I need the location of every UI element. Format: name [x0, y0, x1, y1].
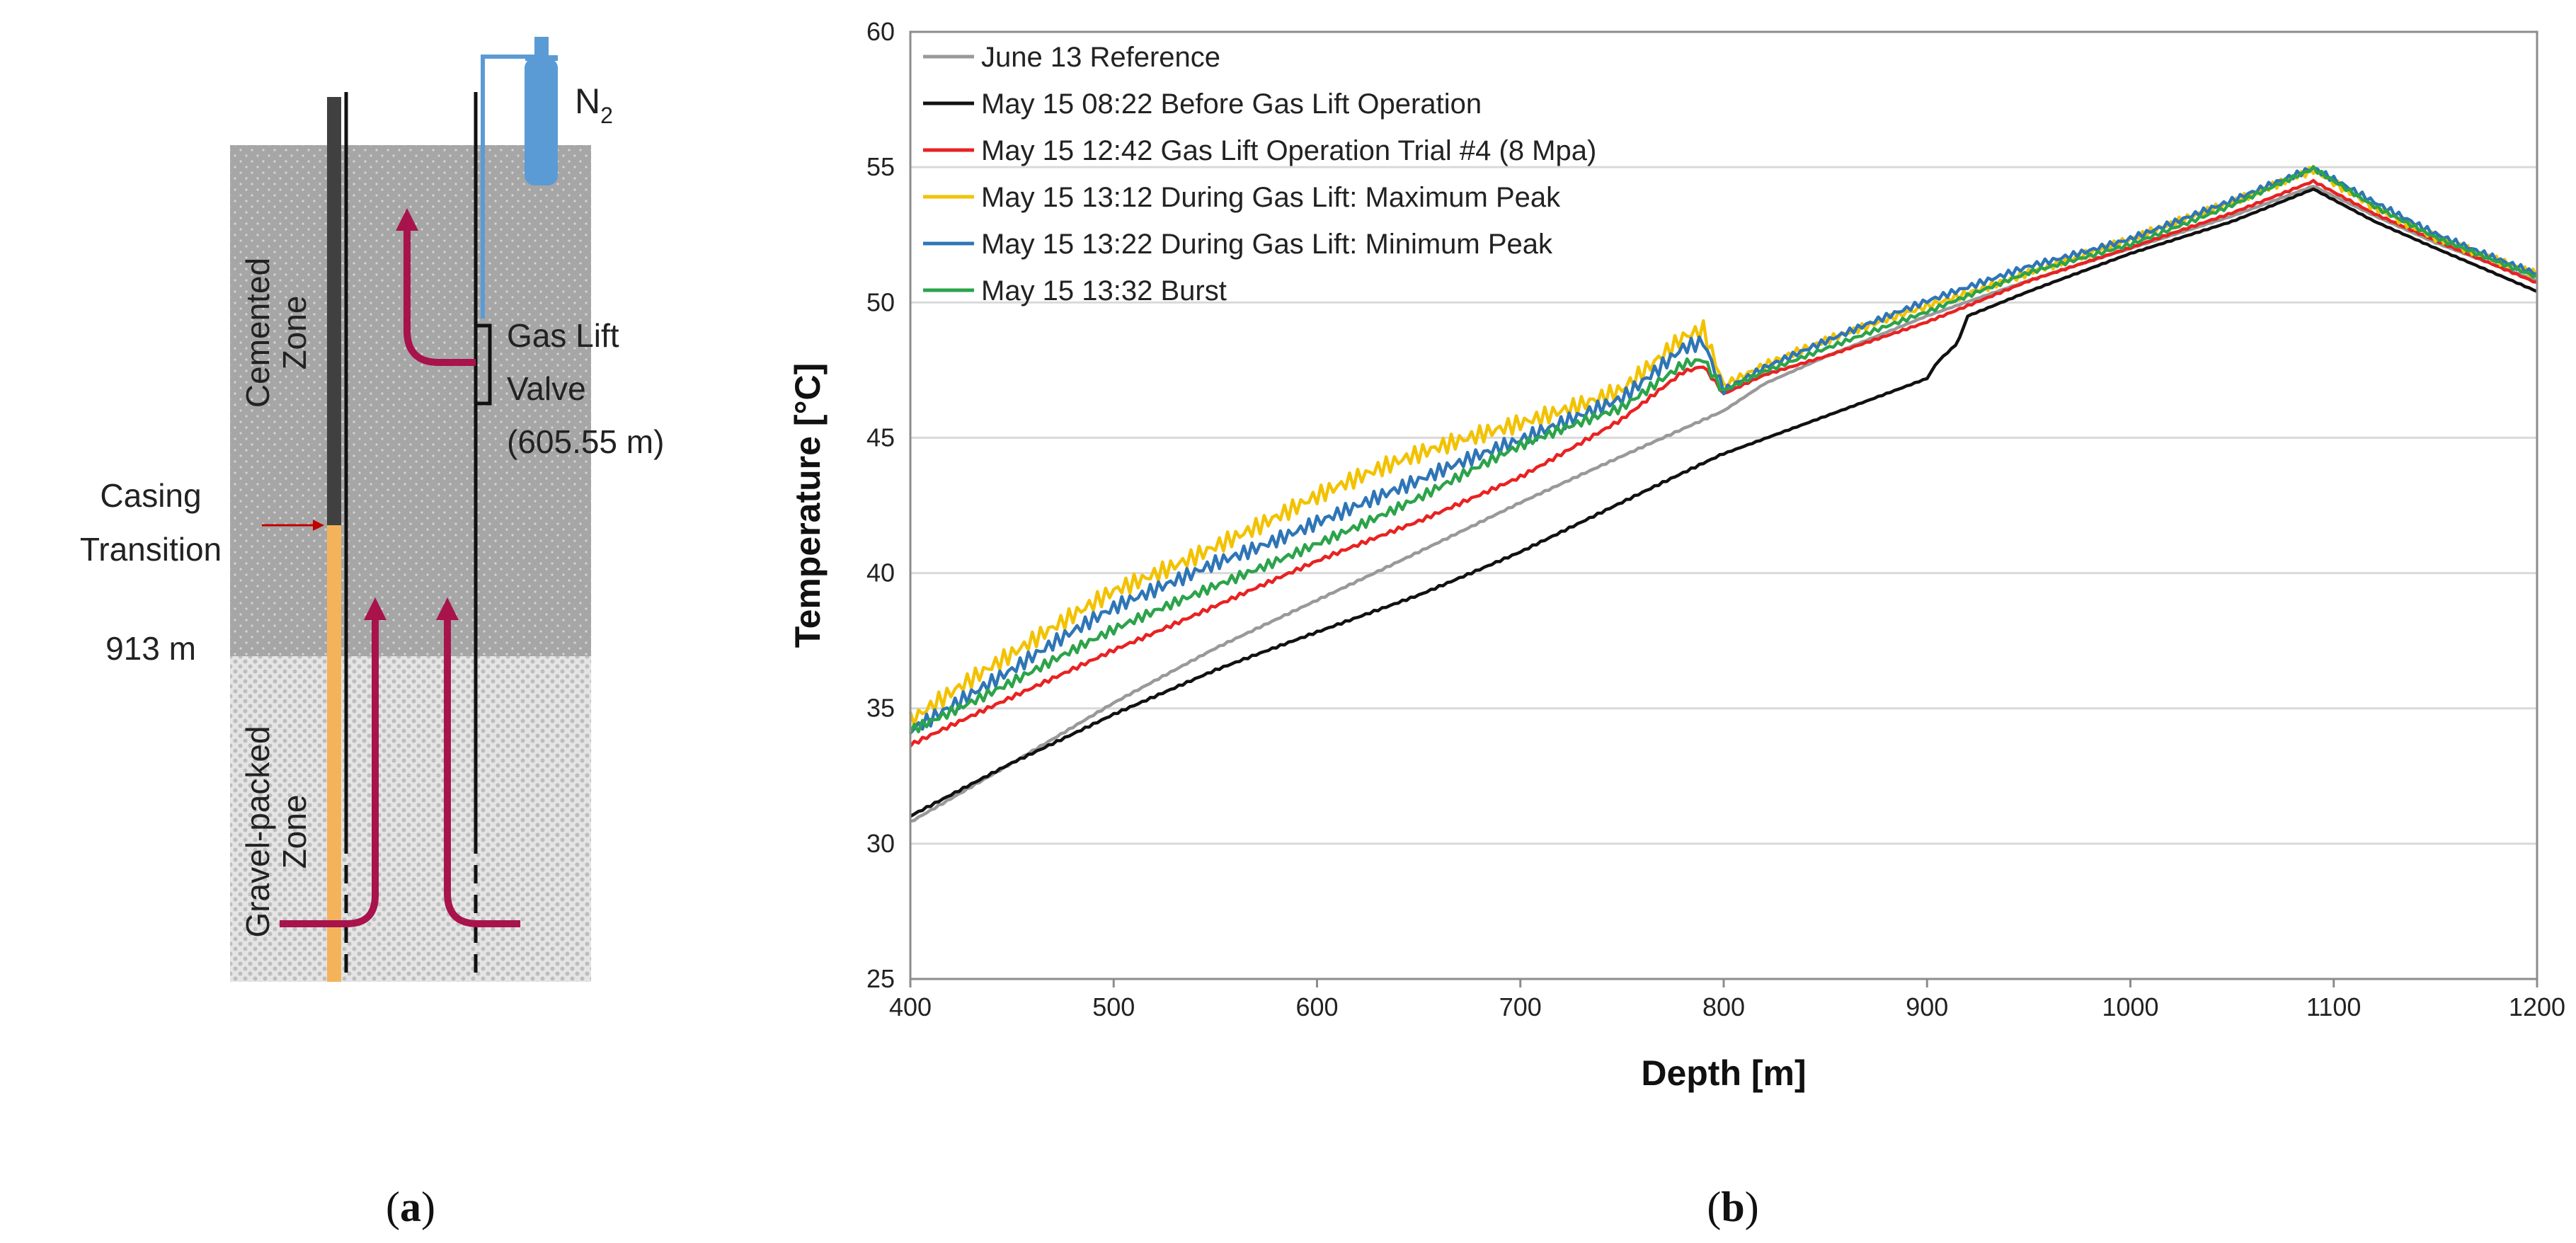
nitrogen-valve [534, 37, 549, 59]
x-tick-label: 900 [1906, 992, 1948, 1021]
flow-arrow-annulus [435, 597, 520, 927]
chart-legend: June 13 Reference May 15 08:22 Before Gas… [923, 42, 1596, 307]
cemented-zone-label-line2: Zone [276, 296, 313, 370]
casing-upper [327, 97, 341, 525]
y-tick-label: 30 [866, 829, 895, 858]
x-tick-label: 500 [1092, 992, 1135, 1021]
nitrogen-line [481, 55, 542, 319]
gas-lift-valve-bracket [476, 323, 492, 406]
legend-label: May 15 08:22 Before Gas Lift Operation [981, 88, 1482, 120]
series-line [910, 185, 2538, 823]
panel-a-schematic: N2 Cemented Zone Gas Lift Valve (605.55 … [80, 37, 664, 1230]
x-tick-label: 400 [889, 992, 932, 1021]
panel-a-caption: (a) [386, 1184, 435, 1230]
x-tick-label: 1200 [2509, 992, 2565, 1021]
y-axis-ticks: 25 30 35 40 45 50 55 60 [866, 17, 895, 993]
legend-label: May 15 13:22 During Gas Lift: Minimum Pe… [981, 229, 1553, 260]
x-tick-label: 800 [1702, 992, 1745, 1021]
y-tick-label: 60 [866, 17, 895, 46]
series-line [908, 165, 2538, 735]
casing-transition-label-line2: Transition [80, 531, 222, 568]
y-tick-label: 35 [866, 694, 895, 723]
legend-label: June 13 Reference [981, 42, 1220, 73]
panel-b-caption: (b) [1707, 1184, 1758, 1230]
y-tick-label: 55 [866, 152, 895, 181]
y-tick-label: 45 [866, 423, 895, 452]
series-line [909, 178, 2538, 747]
n2-label: N2 [575, 81, 613, 128]
chart-gridlines [910, 30, 2537, 980]
flow-arrow-gas-lift [395, 207, 476, 366]
casing-lower [327, 525, 341, 982]
x-tick-label: 600 [1295, 992, 1338, 1021]
x-tick-label: 1000 [2102, 992, 2158, 1021]
legend-label: May 15 13:32 Burst [981, 275, 1227, 307]
gas-lift-valve-label-line3: (605.55 m) [507, 423, 664, 460]
casing-transition-label-line1: Casing [100, 477, 201, 514]
gas-lift-valve-label-line2: Valve [507, 370, 586, 407]
gravel-zone-label-line1: Gravel-packed [239, 726, 276, 937]
x-axis-ticks: 400 500 600 700 800 900 1000 1100 1200 [889, 979, 2565, 1021]
nitrogen-cylinder [525, 58, 558, 185]
gas-lift-valve-label-line1: Gas Lift [507, 317, 619, 354]
y-tick-label: 25 [866, 964, 895, 993]
x-axis-label: Depth [m] [1641, 1053, 1806, 1093]
cemented-zone-label-line1: Cemented [239, 258, 276, 408]
chart-series [908, 165, 2539, 823]
gravel-zone-label-line2: Zone [276, 795, 313, 869]
temperature-depth-chart: 400 500 600 700 800 900 1000 1100 1200 25 30 35 40 4… [788, 17, 2565, 1093]
series-line [909, 187, 2538, 818]
gravel-zone-label: Gravel-packed Zone [239, 726, 313, 937]
cemented-zone-label: Cemented Zone [239, 258, 313, 408]
y-tick-label: 50 [866, 287, 895, 316]
depth-marker-label: 913 m [105, 630, 196, 667]
gravel-packed-zone-region [230, 656, 591, 982]
x-tick-label: 1100 [2306, 992, 2361, 1021]
casing-transition-pointer-head [313, 520, 324, 531]
y-tick-label: 40 [866, 559, 895, 588]
x-tick-label: 700 [1499, 992, 1542, 1021]
legend-label: May 15 12:42 Gas Lift Operation Trial #4… [981, 135, 1596, 166]
y-axis-label: Temperature [°C] [788, 363, 828, 648]
legend-label: May 15 13:12 During Gas Lift: Maximum Pe… [981, 182, 1561, 213]
plot-area-frame [909, 30, 2538, 980]
flow-arrow-tubing [280, 597, 387, 927]
